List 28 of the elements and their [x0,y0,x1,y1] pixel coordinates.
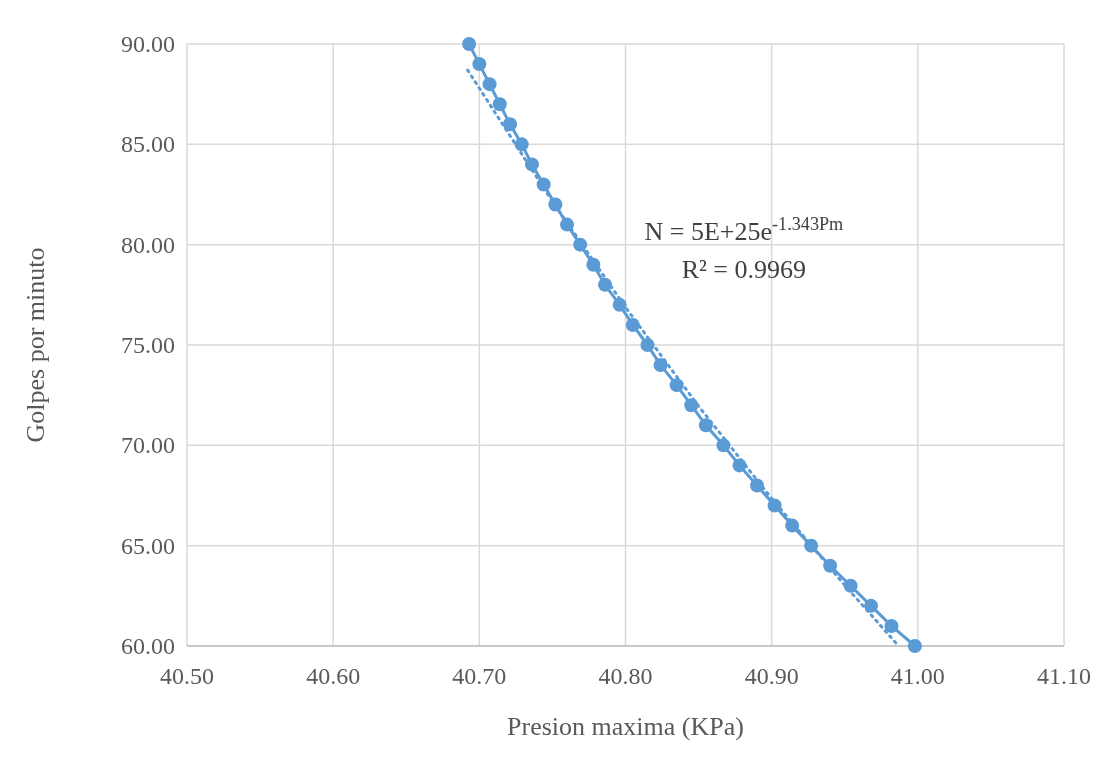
point [472,57,487,72]
point [698,418,713,433]
y-tick-label: 85.00 [121,131,175,158]
y-tick-label: 80.00 [121,231,175,258]
x-tick-label: 40.60 [306,663,361,689]
point [653,358,668,373]
x-tick-label: 40.70 [452,663,507,689]
point [884,618,899,633]
y-tick-label: 70.00 [121,432,175,459]
point [864,598,879,613]
x-axis-title: Presion maxima (KPa) [507,712,744,741]
x-tick-label: 40.80 [598,663,653,689]
y-tick-label: 90.00 [121,31,175,57]
point [492,97,507,112]
point [907,639,922,653]
y-tick-label: 60.00 [121,633,175,659]
x-tick-label: 40.50 [160,663,214,689]
x-tick-label: 40.90 [744,663,799,689]
x-tick-label: 41.00 [890,663,945,689]
y-axis-title: Golpes por minuto [21,247,50,443]
point [503,117,518,132]
y-tick-label: 75.00 [121,332,175,358]
point [482,77,497,92]
annotation: R² = 0.9969 [681,255,807,284]
y-tick-label: 65.00 [121,532,175,559]
x-tick-label: 41.10 [1037,663,1091,689]
point [462,37,477,51]
annotation: N = 5E+25e$^{-1.343Pm}$ [644,214,844,246]
